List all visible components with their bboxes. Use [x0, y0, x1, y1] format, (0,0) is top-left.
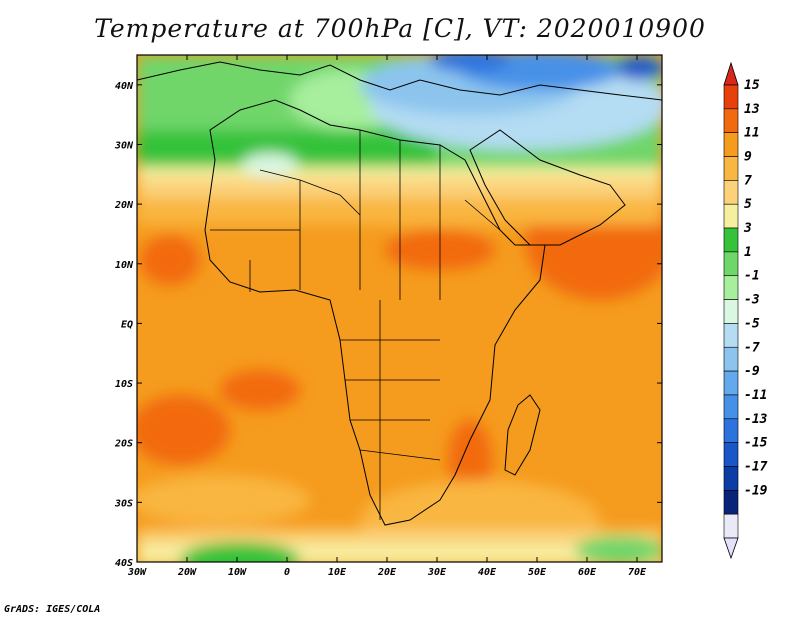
colorbar-label: 5: [744, 197, 752, 212]
lon-tick-label: 20W: [177, 567, 197, 578]
colorbar-label: 15: [744, 78, 760, 93]
lon-tick-label: 70E: [628, 567, 647, 578]
colorbar-swatch: [723, 108, 739, 133]
colorbar-label: -5: [744, 316, 760, 331]
colorbar-swatch: [723, 180, 739, 205]
colorbar-swatch: [723, 466, 739, 491]
colorbar-label: 1: [744, 245, 752, 260]
country-borders: [210, 130, 501, 520]
lat-tick-label: 30S: [114, 498, 133, 509]
colorbar-swatch: [723, 490, 739, 515]
colorbar-label: -19: [744, 483, 768, 498]
lat-tick-label: 30N: [114, 140, 134, 151]
chart-title: Temperature at 700hPa [C], VT: 202001090…: [94, 14, 706, 43]
colorbar-swatch: [723, 346, 739, 372]
colorbar-top-arrow: [723, 61, 739, 86]
field-atlantic-warm2: [220, 370, 300, 410]
lon-axis: 30W 20W 10W 0 10E 20E 30E 40E 50E 60E 70E: [127, 55, 647, 578]
colorbar-swatch: [723, 323, 739, 348]
colorbar-swatch: [723, 418, 739, 443]
lon-tick-label: 50E: [528, 567, 547, 578]
lat-tick-label: 20S: [114, 439, 133, 450]
colorbar-swatch: [723, 84, 739, 110]
grads-credit: GrADS: IGES/COLA: [4, 604, 101, 615]
colorbar-label: -15: [744, 436, 768, 451]
colorbar-label: -11: [744, 388, 767, 403]
lat-tick-label: 40N: [115, 81, 134, 92]
field-cold-core: [430, 55, 510, 72]
lon-tick-label: 30W: [127, 567, 147, 578]
colorbar-label: 9: [744, 150, 752, 165]
field-algeria-light: [242, 153, 298, 177]
lat-tick-label: 40S: [115, 558, 133, 569]
field-sw-band: [137, 475, 310, 525]
lat-tick-label: 20N: [114, 200, 134, 211]
colorbar-swatch: [723, 156, 739, 181]
field-west-africa-warm: [140, 235, 200, 285]
coastlines: [137, 61, 662, 526]
colorbar-label: -1: [744, 269, 760, 284]
colorbar-label: 11: [744, 126, 760, 141]
colorbar-swatch: [723, 442, 739, 467]
field-sahel-band: [137, 195, 662, 225]
lon-tick-label: 60E: [578, 567, 597, 578]
colorbar: 15 13 11 9 7 5 3 1 -1 -3 -5 -7 -9 -11 -13 -15 -17 -19: [723, 61, 768, 560]
colorbar-label: -7: [744, 340, 760, 355]
lon-tick-label: 10E: [328, 567, 347, 578]
field-south-atlantic-warm: [137, 395, 230, 465]
madagascar-coastline: [504, 394, 541, 476]
colorbar-label: 7: [744, 173, 752, 188]
colorbar-swatch: [723, 132, 739, 157]
field-mozambique-warm: [448, 420, 492, 500]
colorbar-swatch: [723, 299, 739, 324]
colorbar-swatch: [723, 227, 739, 253]
arabia-coastline: [469, 129, 626, 246]
lat-axis: 40N 30N 20N 10N EQ 10S 20S 30S 40S: [114, 81, 662, 569]
colorbar-swatch: [723, 275, 739, 300]
field-se-green: [575, 536, 662, 562]
colorbar-label: -13: [744, 412, 768, 427]
lon-tick-label: 10W: [228, 567, 247, 578]
europe-coastline: [137, 61, 662, 101]
colorbar-label: 13: [744, 102, 760, 117]
temperature-field: [137, 55, 662, 562]
field-cold-core-east: [615, 56, 662, 80]
colorbar-swatch: [723, 513, 739, 539]
colorbar-swatch: [723, 394, 739, 420]
lon-tick-label: 0: [284, 567, 290, 578]
colorbar-label: -3: [744, 293, 760, 308]
colorbar-bottom-arrow: [723, 537, 739, 560]
field-south-green: [180, 542, 300, 562]
lon-tick-label: 20E: [377, 567, 397, 578]
colorbar-swatch: [723, 203, 739, 229]
colorbar-swatch: [723, 251, 739, 277]
colorbar-label: -9: [744, 364, 760, 379]
africa-coastline: [204, 99, 546, 526]
colorbar-label: -17: [744, 459, 768, 474]
plot-frame: [136, 54, 663, 563]
lat-tick-label: EQ: [121, 319, 133, 330]
lon-tick-label: 30E: [427, 567, 447, 578]
lat-tick-label: 10N: [115, 260, 134, 271]
colorbar-label: 3: [743, 221, 752, 236]
colorbar-swatch: [723, 370, 739, 396]
lon-tick-label: 40E: [478, 567, 497, 578]
lat-tick-label: 10S: [115, 379, 133, 390]
